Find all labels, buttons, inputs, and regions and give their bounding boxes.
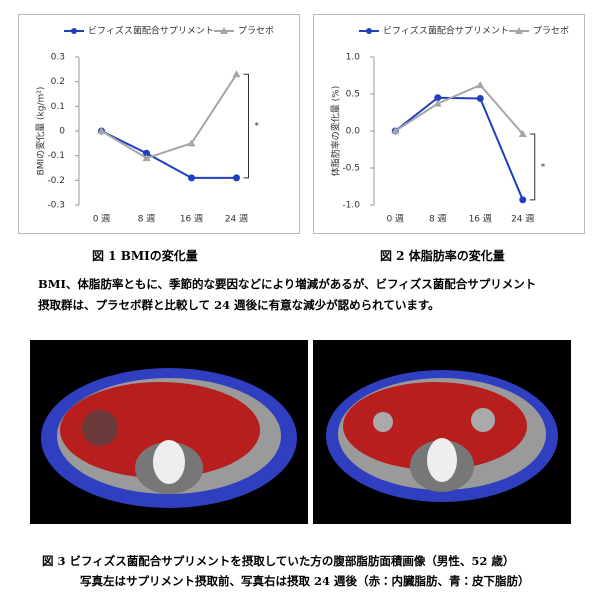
ct-image-after xyxy=(313,340,571,524)
point xyxy=(434,94,442,102)
ct-image-before xyxy=(30,340,308,524)
point xyxy=(433,99,442,107)
caption: 図 3 ビフィズス菌配合サプリメントを摂取していた方の腹部脂肪面積画像（男性、5… xyxy=(42,554,515,568)
y-tick-label: 1.0 xyxy=(346,53,361,63)
x-tick-label: 0 週 xyxy=(93,214,111,225)
x-tick-label: 24 週 xyxy=(225,214,248,225)
legend-marker xyxy=(515,27,523,34)
caption: 図 1 BMIの変化量 xyxy=(92,249,198,263)
legend-label: ビフィズス菌配合サプリメント xyxy=(88,25,214,37)
y-tick-label: 0.2 xyxy=(51,77,65,87)
body-text: BMI、体脂肪率ともに、季節的な要因などにより増減があるが、ビフィズス菌配合サプ… xyxy=(38,277,537,291)
y-tick-label: 0.1 xyxy=(51,102,65,112)
x-tick-label: 0 週 xyxy=(386,214,404,225)
body-text: 摂取群は、プラセボ群と比較して 24 週後に有意な減少が認められています。 xyxy=(38,298,440,312)
point xyxy=(519,196,527,204)
x-tick-label: 16 週 xyxy=(469,214,492,225)
y-tick-label: 0 xyxy=(59,127,65,137)
point xyxy=(391,127,400,134)
legend-label: プラセボ xyxy=(238,26,274,37)
x-tick-label: 24 週 xyxy=(511,214,534,225)
annotation: * xyxy=(255,122,260,132)
y-tick-label: -0.1 xyxy=(47,151,65,161)
y-axis-label: 体脂肪率の変化量 (%) xyxy=(330,86,342,176)
chart-body-fat: -1.0 -0.5 0.0 0.5 1.0 0 週 8 週 16 週 24 週 体脂肪率の変化量 … xyxy=(313,14,585,234)
point xyxy=(143,149,150,157)
point xyxy=(233,174,240,182)
significance-bracket xyxy=(243,73,249,179)
point xyxy=(187,139,196,147)
point xyxy=(476,94,484,102)
y-tick-label: 0.3 xyxy=(51,53,65,63)
series-line xyxy=(101,130,237,179)
y-tick-label: -0.3 xyxy=(47,201,65,211)
point xyxy=(97,127,106,134)
y-tick-label: 0.5 xyxy=(346,90,360,100)
y-axis-label: BMIの変化量 (kg/m²) xyxy=(35,87,47,176)
series-line xyxy=(394,96,524,201)
y-tick-label: 0.0 xyxy=(346,127,361,137)
y-tick-label: -0.2 xyxy=(47,176,65,186)
legend-label: ビフィズス菌配合サプリメント xyxy=(383,25,509,37)
x-tick-label: 8 週 xyxy=(138,214,156,225)
significance-bracket xyxy=(529,133,536,201)
legend-marker xyxy=(220,27,228,34)
y-tick-label: -0.5 xyxy=(342,164,360,174)
series-line xyxy=(394,83,524,135)
point xyxy=(518,129,527,137)
y-tick-label: -1.0 xyxy=(342,201,360,211)
caption: 写真左はサプリメント摂取前、写真右は摂取 24 週後（赤：内臓脂肪、青：皮下脂肪… xyxy=(80,574,530,588)
chart-bmi: -0.3 -0.2 -0.1 0 0.1 0.2 0.3 0 週 8 週 16 週 24 週 BMIの… xyxy=(18,14,300,234)
legend-marker xyxy=(71,28,77,34)
legend-marker xyxy=(366,28,372,34)
legend-label: プラセボ xyxy=(533,26,569,37)
series-line xyxy=(100,73,238,160)
caption: 図 2 体脂肪率の変化量 xyxy=(380,249,505,263)
x-tick-label: 16 週 xyxy=(180,214,203,225)
point xyxy=(142,154,151,162)
x-tick-label: 8 週 xyxy=(429,214,447,225)
point xyxy=(476,81,485,89)
point xyxy=(232,70,241,78)
annotation: * xyxy=(541,162,546,172)
point xyxy=(188,174,195,182)
